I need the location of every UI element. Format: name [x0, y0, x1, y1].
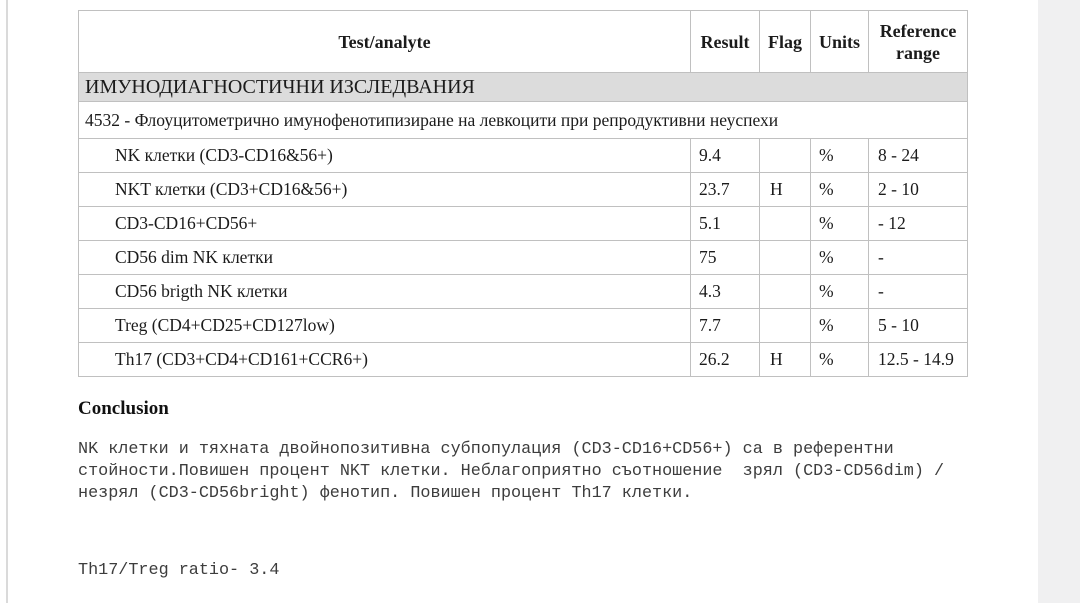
- range-cell: -: [868, 240, 968, 275]
- th17-treg-ratio: Th17/Treg ratio- 3.4: [78, 561, 280, 580]
- flag-cell: H: [759, 342, 811, 377]
- table-row: CD56 brigth NK клетки 4.3 % -: [78, 274, 968, 309]
- result-cell: 7.7: [690, 308, 760, 343]
- result-cell: 26.2: [690, 342, 760, 377]
- table-row: NK клетки (CD3-CD16&56+) 9.4 % 8 - 24: [78, 138, 968, 173]
- table-header-row: Test/analyte Result Flag Units Reference…: [78, 10, 968, 73]
- range-cell: 8 - 24: [868, 138, 968, 173]
- table-row: CD3-CD16+CD56+ 5.1 % - 12: [78, 206, 968, 241]
- flag-cell: [759, 308, 811, 343]
- units-cell: %: [810, 308, 869, 343]
- test-cell: NKT клетки (CD3+CD16&56+): [78, 172, 691, 207]
- flag-cell: [759, 240, 811, 275]
- test-cell: CD56 brigth NK клетки: [78, 274, 691, 309]
- column-header-result: Result: [690, 10, 760, 73]
- test-cell: CD3-CD16+CD56+: [78, 206, 691, 241]
- result-cell: 5.1: [690, 206, 760, 241]
- conclusion-heading: Conclusion: [78, 398, 169, 419]
- results-table: Test/analyte Result Flag Units Reference…: [78, 10, 968, 377]
- range-cell: 12.5 - 14.9: [868, 342, 968, 377]
- units-cell: %: [810, 172, 869, 207]
- table-row: Treg (CD4+CD25+CD127low) 7.7 % 5 - 10: [78, 308, 968, 343]
- conclusion-line: стойности.Повишен процент NKT клетки. Не…: [78, 462, 945, 481]
- section-header-row: ИМУНОДИАГНОСТИЧНИ ИЗСЛЕДВАНИЯ: [78, 72, 968, 102]
- report-content: Test/analyte Result Flag Units Reference…: [78, 10, 968, 580]
- column-header-flag: Flag: [759, 10, 811, 73]
- units-cell: %: [810, 206, 869, 241]
- units-cell: %: [810, 274, 869, 309]
- result-cell: 4.3: [690, 274, 760, 309]
- column-header-units: Units: [810, 10, 869, 73]
- range-cell: 5 - 10: [868, 308, 968, 343]
- range-cell: 2 - 10: [868, 172, 968, 207]
- table-row: NKT клетки (CD3+CD16&56+) 23.7 H % 2 - 1…: [78, 172, 968, 207]
- test-cell: NK клетки (CD3-CD16&56+): [78, 138, 691, 173]
- table-row: CD56 dim NK клетки 75 % -: [78, 240, 968, 275]
- result-cell: 75: [690, 240, 760, 275]
- range-cell: -: [868, 274, 968, 309]
- units-cell: %: [810, 240, 869, 275]
- flag-cell: [759, 138, 811, 173]
- test-cell: Th17 (CD3+CD4+CD161+CCR6+): [78, 342, 691, 377]
- test-cell: Treg (CD4+CD25+CD127low): [78, 308, 691, 343]
- flag-cell: [759, 274, 811, 309]
- viewer-background-strip: [1038, 0, 1080, 603]
- units-cell: %: [810, 342, 869, 377]
- result-cell: 23.7: [690, 172, 760, 207]
- table-row: Th17 (CD3+CD4+CD161+CCR6+) 26.2 H % 12.5…: [78, 342, 968, 377]
- column-header-test: Test/analyte: [78, 10, 691, 73]
- units-cell: %: [810, 138, 869, 173]
- section-title: ИМУНОДИАГНОСТИЧНИ ИЗСЛЕДВАНИЯ: [78, 72, 968, 102]
- range-cell: - 12: [868, 206, 968, 241]
- flag-cell: [759, 206, 811, 241]
- panel-title: 4532 - Флоуцитометрично имунофенотипизир…: [78, 101, 968, 139]
- page-edge-line: [6, 0, 8, 603]
- test-cell: CD56 dim NK клетки: [78, 240, 691, 275]
- result-cell: 9.4: [690, 138, 760, 173]
- flag-cell: H: [759, 172, 811, 207]
- column-header-range: Reference range: [868, 10, 968, 73]
- conclusion-line: NK клетки и тяхната двойнопозитивна субп…: [78, 440, 894, 459]
- conclusion-line: незрял (CD3-CD56bright) фенотип. Повишен…: [78, 484, 693, 503]
- panel-title-row: 4532 - Флоуцитометрично имунофенотипизир…: [78, 101, 968, 139]
- conclusion-body: NK клетки и тяхната двойнопозитивна субп…: [78, 439, 967, 505]
